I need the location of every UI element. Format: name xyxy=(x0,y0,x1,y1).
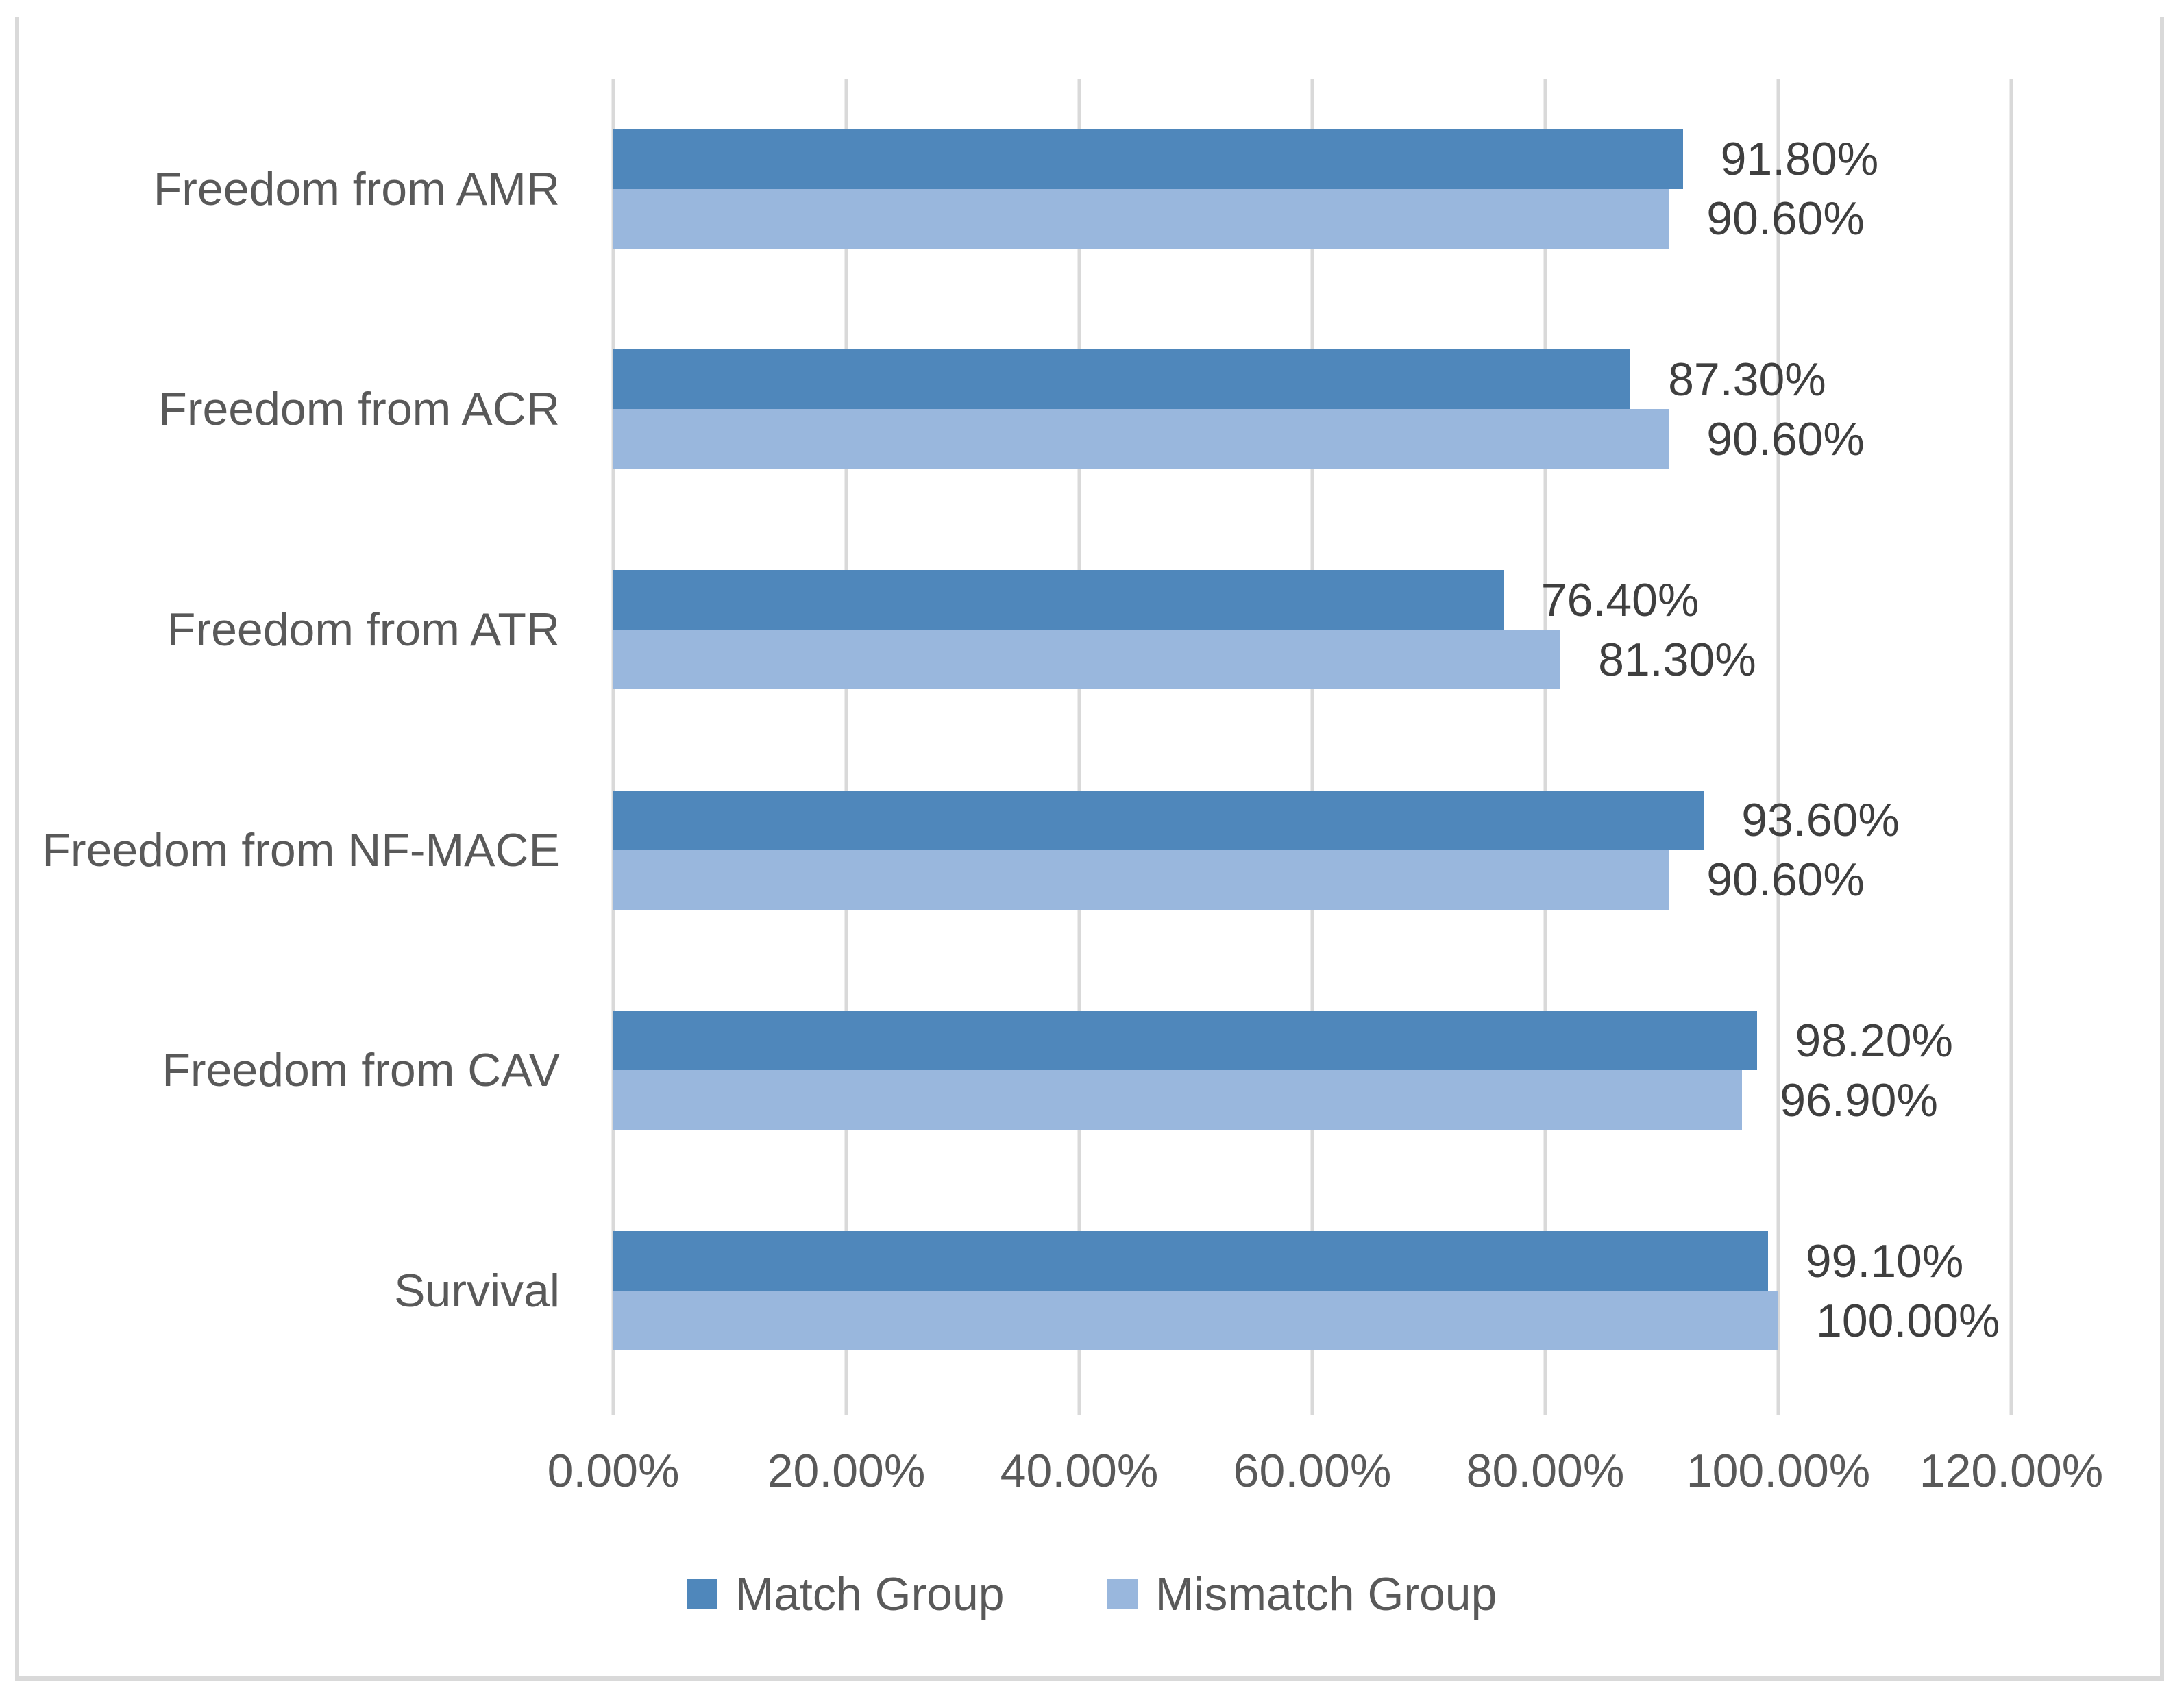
category-row: Survival 99.10% 100.00% xyxy=(394,1180,2011,1401)
bar-mismatch-group: 90.60% xyxy=(613,850,1865,910)
bar-match-group: 76.40% xyxy=(613,570,1699,630)
legend-label: Match Group xyxy=(735,1568,1005,1620)
data-label: 87.30% xyxy=(1668,353,1826,406)
gridline xyxy=(1776,79,1780,1415)
x-axis-label: 60.00% xyxy=(1233,1445,1392,1497)
gridline xyxy=(1077,79,1081,1415)
category-row: Freedom from CAV 98.20% 96.90% xyxy=(162,961,2011,1181)
x-axis: 0.00% 20.00% 40.00% 60.00% 80.00% 100.00… xyxy=(548,1444,2104,1513)
x-axis-label: 0.00% xyxy=(547,1445,680,1497)
x-axis-label: 40.00% xyxy=(1000,1445,1159,1497)
category-label: Survival xyxy=(394,1265,560,1317)
data-label: 90.60% xyxy=(1706,854,1865,906)
data-label: 96.90% xyxy=(1780,1074,1938,1126)
category-label: Freedom from NF-MACE xyxy=(42,823,560,876)
data-label: 81.30% xyxy=(1598,633,1756,686)
bar-match-group: 87.30% xyxy=(613,349,1826,410)
category-label: Freedom from CAV xyxy=(162,1044,560,1097)
x-axis-label: 80.00% xyxy=(1466,1445,1625,1497)
category-label: Freedom from ACR xyxy=(158,383,560,436)
data-label: 90.60% xyxy=(1706,193,1865,245)
category-label: Freedom from ATR xyxy=(167,604,560,656)
data-label: 99.10% xyxy=(1805,1235,1964,1287)
bar-match-group: 93.60% xyxy=(613,790,1900,850)
data-label: 98.20% xyxy=(1795,1014,1954,1067)
gridline xyxy=(844,79,848,1415)
data-label: 90.60% xyxy=(1706,412,1865,465)
category-row: Freedom from ACR 87.30% 90.60% xyxy=(158,299,2011,520)
category-row: Freedom from NF-MACE 93.60% 90.60% xyxy=(42,740,2011,961)
bar-match-group: 99.10% xyxy=(613,1231,1963,1291)
bar-mismatch-group: 100.00% xyxy=(613,1291,2000,1351)
bar-match-group: 98.20% xyxy=(613,1011,1953,1071)
x-axis-label: 120.00% xyxy=(1919,1445,2104,1497)
chart-border xyxy=(15,17,2164,1681)
data-label: 76.40% xyxy=(1541,573,1700,626)
legend-swatch-mismatch-group xyxy=(1107,1579,1138,1609)
legend-label: Mismatch Group xyxy=(1155,1568,1497,1620)
legend: Match Group Mismatch Group xyxy=(0,1568,2184,1621)
legend-item-mismatch-group: Mismatch Group xyxy=(1107,1568,1497,1621)
bar-mismatch-group: 90.60% xyxy=(613,409,1865,469)
bar-mismatch-group: 96.90% xyxy=(613,1070,1938,1130)
plot-area: Freedom from AMR 91.80% 90.60% Freedom f… xyxy=(42,79,2013,1415)
legend-swatch-match-group xyxy=(687,1579,717,1609)
gridline xyxy=(1310,79,1314,1415)
data-label: 93.60% xyxy=(1741,794,1900,847)
gridline xyxy=(1543,79,1547,1415)
legend-item-match-group: Match Group xyxy=(687,1568,1005,1621)
bar-mismatch-group: 81.30% xyxy=(613,630,1756,690)
category-label: Freedom from AMR xyxy=(153,162,560,215)
x-axis-label: 100.00% xyxy=(1686,1445,1871,1497)
gridline xyxy=(611,79,615,1415)
bar-mismatch-group: 90.60% xyxy=(613,188,1865,249)
data-label: 91.80% xyxy=(1720,133,1879,186)
category-row: Freedom from AMR 91.80% 90.60% xyxy=(154,79,2011,299)
x-axis-label: 20.00% xyxy=(767,1445,926,1497)
gridline xyxy=(2009,79,2013,1415)
bar-match-group: 91.80% xyxy=(613,129,1878,189)
category-row: Freedom from ATR 76.40% 81.30% xyxy=(167,519,2011,740)
data-label: 100.00% xyxy=(1816,1294,2000,1347)
